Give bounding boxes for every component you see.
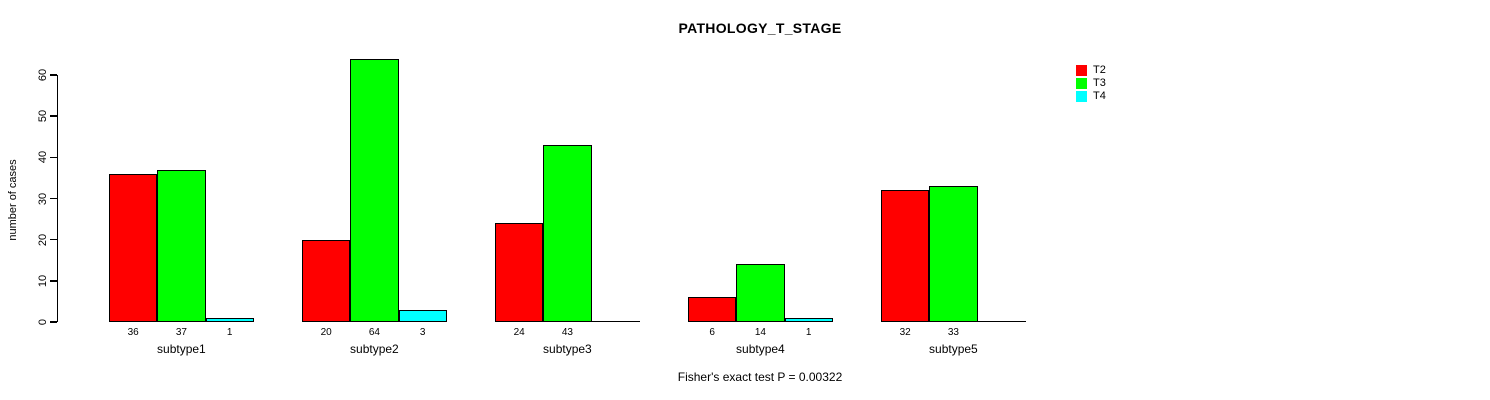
y-tick-label: 60 <box>37 68 49 82</box>
legend-item-t4: T4 <box>1076 90 1106 103</box>
legend: T2 T3 T4 <box>1076 64 1106 103</box>
x-category-label: subtype1 <box>157 342 206 356</box>
bar-value-label: 3 <box>419 327 426 338</box>
legend-swatch-t2 <box>1076 65 1087 76</box>
y-tick-mark <box>49 197 57 200</box>
bar-subtype3-T4 <box>591 320 640 322</box>
bar-value-label: 37 <box>175 327 187 338</box>
y-tick-mark <box>49 156 57 159</box>
legend-swatch-t4 <box>1076 91 1087 102</box>
bar-subtype2-T3 <box>350 58 399 322</box>
bar-value-label: 24 <box>513 327 525 338</box>
bar-value-label: 14 <box>754 327 766 338</box>
bar-value-label: 43 <box>561 327 573 338</box>
legend-item-t2: T2 <box>1076 64 1106 77</box>
bar-subtype5-T2 <box>881 190 930 322</box>
chart-title: PATHOLOGY_T_STAGE <box>678 20 842 36</box>
bar-subtype1-T2 <box>109 173 158 322</box>
bar-subtype2-T2 <box>302 239 351 322</box>
bar-subtype4-T3 <box>736 264 785 322</box>
bar-subtype3-T3 <box>543 144 592 322</box>
legend-item-t3: T3 <box>1076 77 1106 90</box>
bar-value-label: 64 <box>368 327 380 338</box>
y-tick-mark <box>49 115 57 117</box>
y-tick-mark <box>49 321 57 323</box>
bar-subtype4-T2 <box>688 297 737 322</box>
fisher-test-note: Fisher's exact test P = 0.00322 <box>677 370 843 384</box>
bar-subtype5-T3 <box>929 186 978 322</box>
x-category-label: subtype2 <box>350 342 399 356</box>
y-tick-label: 0 <box>37 318 49 326</box>
bar-value-label: 1 <box>805 327 812 338</box>
bar-subtype3-T2 <box>495 223 544 322</box>
bar-subtype5-T4 <box>977 320 1026 322</box>
y-tick-label: 30 <box>37 192 49 205</box>
bar-value-label: 6 <box>709 327 715 338</box>
x-category-label: subtype4 <box>736 342 785 356</box>
x-category-label: subtype5 <box>929 342 978 356</box>
bar-subtype1-T4 <box>205 317 254 322</box>
legend-swatch-t3 <box>1076 78 1087 89</box>
bar-subtype1-T3 <box>157 169 206 322</box>
bar-value-label: 33 <box>947 327 959 338</box>
bar-subtype2-T4 <box>398 309 447 322</box>
y-tick-label: 40 <box>37 151 49 164</box>
y-tick-label: 10 <box>37 274 49 287</box>
y-axis-line <box>56 75 58 322</box>
x-category-label: subtype3 <box>543 342 592 356</box>
bar-value-label: 36 <box>127 327 139 338</box>
y-tick-mark <box>49 238 57 241</box>
y-tick-mark <box>49 74 57 76</box>
bar-subtype4-T4 <box>784 317 833 322</box>
legend-label-t4: T4 <box>1093 90 1106 102</box>
y-tick-mark <box>49 280 57 282</box>
bar-value-label: 32 <box>899 327 911 338</box>
bar-value-label: 20 <box>320 327 332 338</box>
y-tick-label: 50 <box>37 110 49 123</box>
legend-label-t3: T3 <box>1093 77 1106 89</box>
legend-label-t2: T2 <box>1093 64 1106 76</box>
bar-value-label: 1 <box>226 327 233 338</box>
y-tick-label: 20 <box>37 233 49 246</box>
